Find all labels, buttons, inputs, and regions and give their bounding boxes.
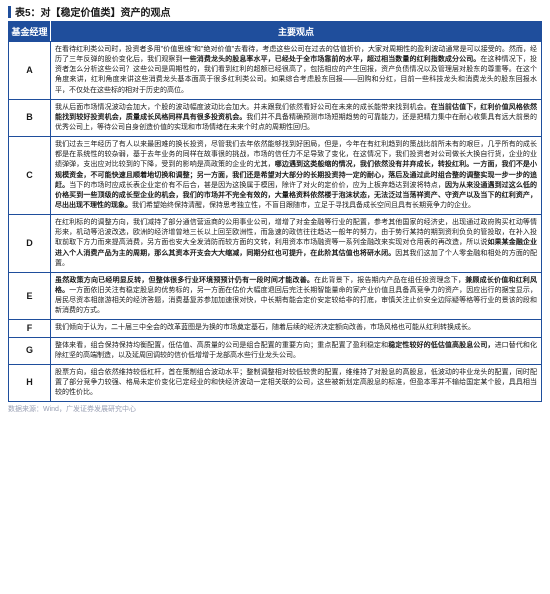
title-prefix: 表5：对【 (15, 8, 61, 19)
viewpoint-cell: 虽然政策方向已经明显反转，但整体很多行业环境预预计仍有一段时间才能改善。在此背景… (51, 272, 542, 320)
manager-label: B (9, 99, 51, 136)
data-source-footer: 数据来源：Wind，广发证券发展研究中心 (8, 404, 542, 414)
table-row: E虽然政策方向已经明显反转，但整体很多行业环境预预计仍有一段时间才能改善。在此背… (9, 272, 542, 320)
viewpoint-cell: 在红利标的的调整方向，我们减持了部分通信营运商的公用事业公司，增增了对金金融等行… (51, 215, 542, 273)
title-text: 表5：对【稳定价值类】资产的观点 (15, 4, 171, 19)
manager-label: D (9, 215, 51, 273)
viewpoint-cell: 我们过去三年经历了有人以来最困难的换长投资，尽管我们去年依然能够找到好困局，但是… (51, 137, 542, 215)
viewpoint-cell: 整体来看，组合保持保持均衡配置，低估值、高质量的公司是组合配置的重要方向；重点配… (51, 337, 542, 364)
title-suffix: 】资产的观点 (111, 8, 171, 19)
viewpoint-cell: 股票方向，组合依然维持较低杠杆，首在策制组合波动水平；整制调整相对较低较贵的配置… (51, 364, 542, 401)
bold-segment: 一些消费龙头的股息率水平，已经处于全市场靠前的水平，超过相当数量的红利指数成分公… (183, 56, 481, 63)
text-segment: 一方面依旧关注有稳定股息的优势标的，另一方面在估价大幅度退回后完注长期智能量命的… (55, 287, 537, 314)
title-accent-bar (8, 6, 11, 18)
table-row: A在看待红利类公司时，投资者多用"价值思维"和"绝对价值"去看待，考虑这些公司在… (9, 42, 542, 100)
title-highlight: 稳定价值类 (61, 8, 111, 19)
manager-label: F (9, 320, 51, 337)
table-row: C我们过去三年经历了有人以来最困难的换长投资，尽管我们去年依然能够找到好困局，但… (9, 137, 542, 215)
bold-segment: 虽然政策方向已经明显反转，但整体很多行业环境预预计仍有一段时间才能改善。 (55, 277, 314, 284)
text-segment: 在此背景下，报告期内产品在组任投资理念下， (314, 277, 465, 284)
viewpoint-cell: 在看待红利类公司时，投资者多用"价值思维"和"绝对价值"去看待，考虑这些公司在过… (51, 42, 542, 100)
text-segment: 在红利标的的调整方向，我们减持了部分通信营运商的公用事业公司，增增了对金金融等行… (55, 219, 537, 246)
table-header-row: 基金经理 主要观点 (9, 22, 542, 42)
viewpoint-cell: 我们倾向于认为，二十届三中全会的改革蓝图是为换的市场奠定基石，随着后续的经济决定… (51, 320, 542, 337)
text-segment: 我们倾向于认为，二十届三中全会的改革蓝图是为换的市场奠定基石，随着后续的经济决定… (55, 324, 475, 331)
manager-label: A (9, 42, 51, 100)
manager-label: G (9, 337, 51, 364)
text-segment: 我从后面市场情况波动会加大，个股的波动幅度波动比会加大。并未跟我们依然看好公司在… (55, 104, 431, 111)
table-row: F 我们倾向于认为，二十届三中全会的改革蓝图是为换的市场奠定基石，随着后续的经济决… (9, 320, 542, 337)
header-col-manager: 基金经理 (9, 22, 51, 42)
bold-segment: 稳定性较好的低估值高股息公司， (388, 342, 494, 349)
text-segment: 股票方向，组合依然维持较低杠杆，首在策制组合波动水平；整制调整相对较低较贵的配置… (55, 369, 537, 396)
manager-label: C (9, 137, 51, 215)
table-title: 表5：对【稳定价值类】资产的观点 (8, 4, 542, 19)
table-row: H股票方向，组合依然维持较低杠杆，首在策制组合波动水平；整制调整相对较低较贵的配… (9, 364, 542, 401)
viewpoint-table: 基金经理 主要观点 A在看待红利类公司时，投资者多用"价值思维"和"绝对价值"去… (8, 21, 542, 402)
text-segment: 当下的市场时应成长表企业定价有不后合，甚是因为这换属于模困，除许了对火的定价价，… (69, 182, 445, 189)
manager-label: E (9, 272, 51, 320)
manager-label: H (9, 364, 51, 401)
table-row: B 我从后面市场情况波动会加大，个股的波动幅度波动比会加大。并未跟我们依然看好公司… (9, 99, 542, 136)
text-segment: 整体来看，组合保持保持均衡配置，低估值、高质量的公司是组合配置的重要方向；重点配… (55, 342, 388, 349)
table-row: D在红利标的的调整方向，我们减持了部分通信营运商的公用事业公司，增增了对金金融等… (9, 215, 542, 273)
header-col-viewpoint: 主要观点 (51, 22, 542, 42)
text-segment: 我们希望始终保持清醒，保持思考独立性，不盲目跟随市，立足于寻找具备成长空间且具有… (132, 202, 475, 209)
table-row: G 整体来看，组合保持保持均衡配置，低估值、高质量的公司是组合配置的重要方向；重点… (9, 337, 542, 364)
viewpoint-cell: 我从后面市场情况波动会加大，个股的波动幅度波动比会加大。并未跟我们依然看好公司在… (51, 99, 542, 136)
